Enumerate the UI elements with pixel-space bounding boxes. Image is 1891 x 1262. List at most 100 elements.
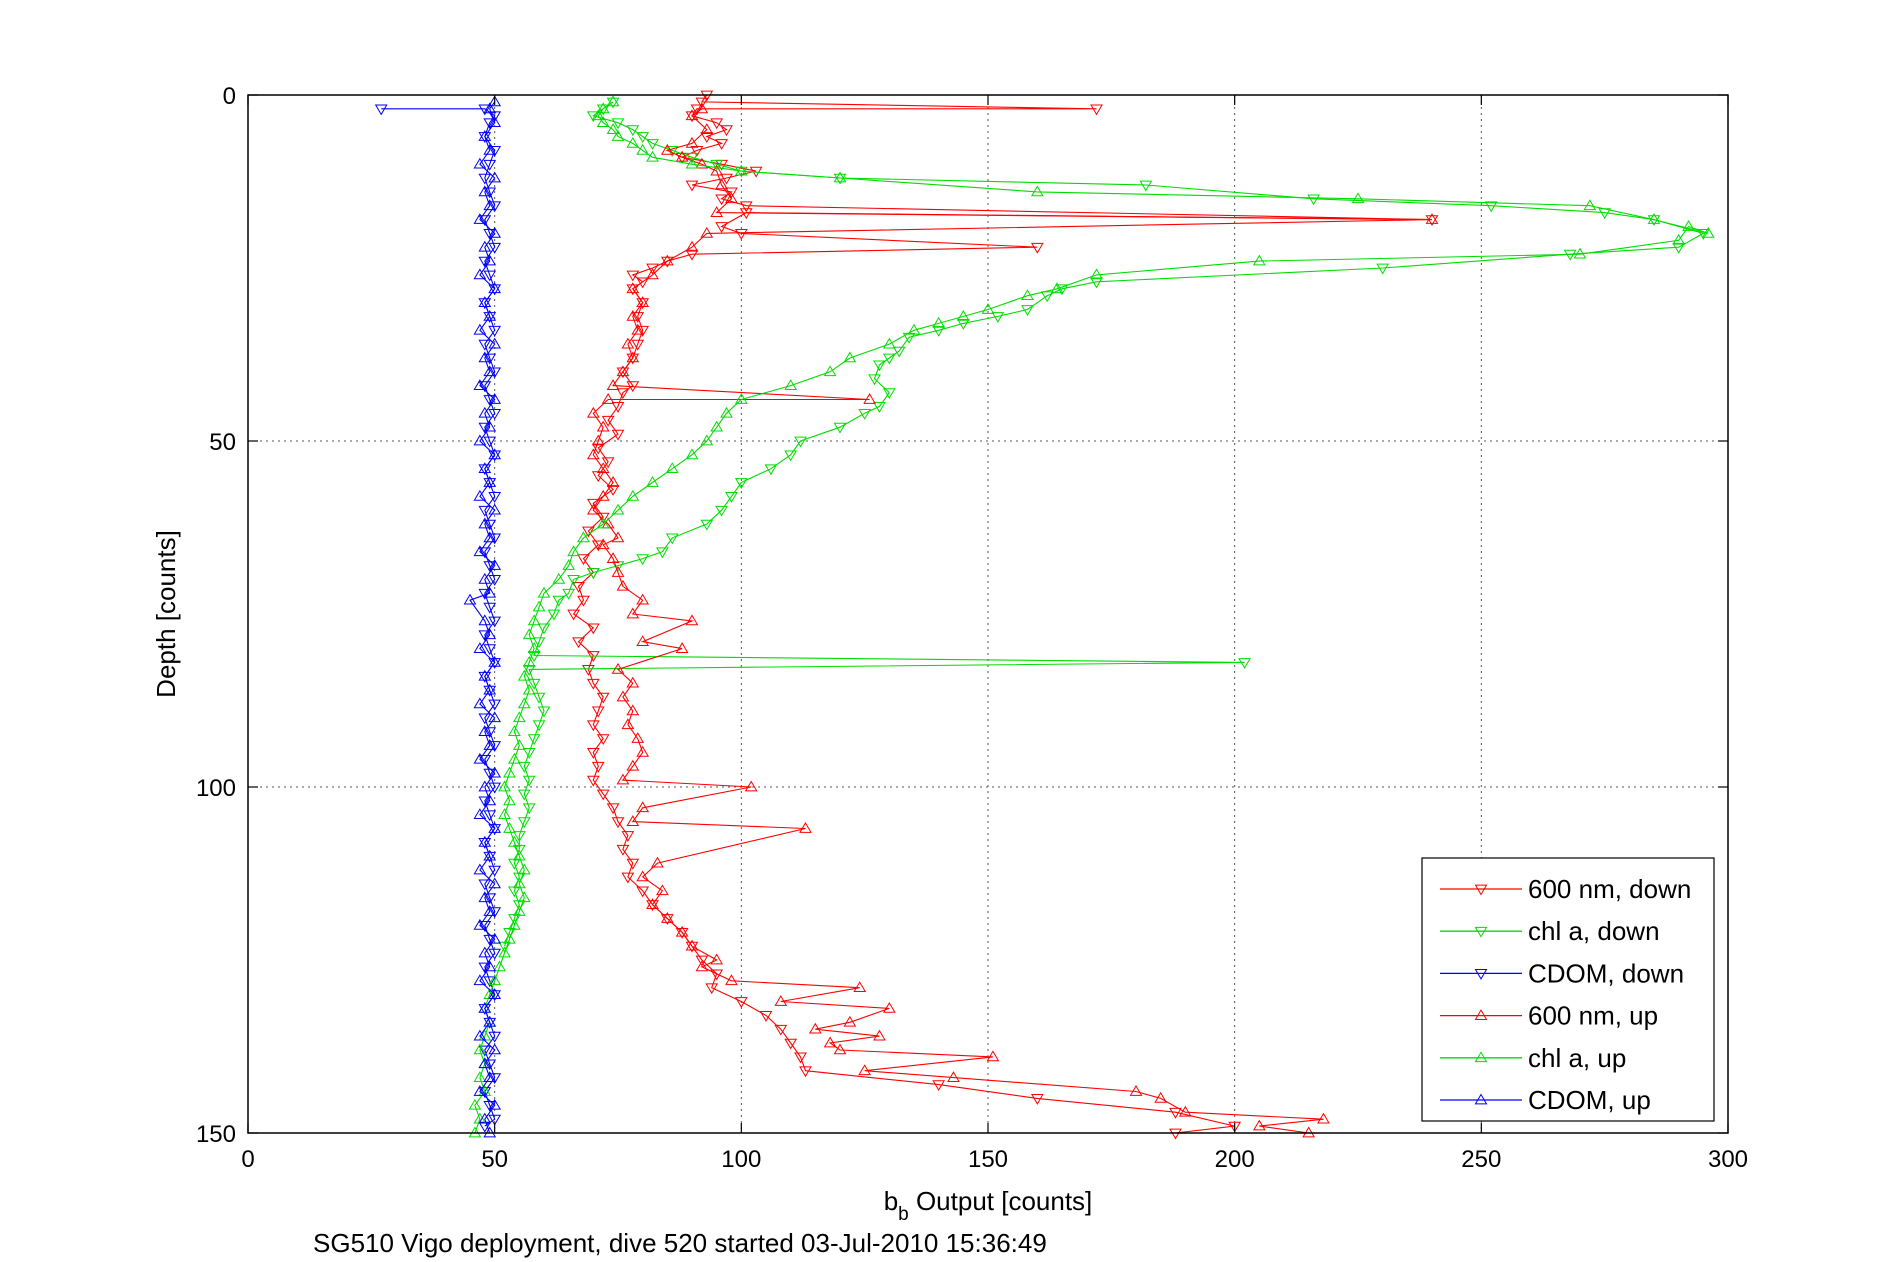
data-point (532, 637, 546, 649)
data-point (1169, 1107, 1182, 1119)
data-point (488, 824, 502, 836)
data-point (636, 745, 650, 757)
data-point (468, 1098, 482, 1110)
data-point (685, 157, 699, 169)
data-point (478, 1001, 492, 1013)
data-point (1682, 219, 1695, 231)
data-point (488, 450, 502, 462)
data-point (932, 1080, 946, 1092)
data-point (626, 759, 640, 771)
data-point (478, 713, 492, 725)
data-point (488, 146, 502, 157)
data-point (833, 422, 847, 434)
data-point (626, 607, 640, 619)
data-point (1583, 199, 1597, 211)
data-point (473, 642, 487, 653)
data-point (626, 309, 640, 321)
y-tick-label: 0 (223, 83, 236, 110)
data-point (616, 367, 630, 379)
data-point (483, 270, 497, 282)
legend: 600 nm, down chl a, down CDOM, down 600 nm,… (1421, 857, 1715, 1122)
data-point (488, 865, 502, 877)
data-point (636, 296, 650, 307)
data-point (596, 517, 610, 529)
data-point (715, 139, 728, 150)
data-point (478, 104, 492, 116)
data-point (527, 614, 541, 626)
data-point (956, 309, 970, 321)
data-point (646, 900, 659, 912)
data-point (483, 312, 497, 323)
data-point (1050, 282, 1064, 294)
data-point (774, 1024, 788, 1036)
data-point (508, 835, 521, 847)
data-point (483, 602, 497, 614)
data-point (488, 1031, 502, 1043)
data-point (483, 1100, 497, 1112)
data-point (1484, 201, 1498, 213)
data-point (1302, 1126, 1316, 1138)
data-point (488, 116, 502, 128)
data-point (552, 572, 566, 584)
data-point (562, 559, 576, 570)
data-point (636, 554, 650, 566)
data-point (512, 877, 526, 889)
series-1 (498, 97, 1710, 953)
data-point (483, 187, 497, 199)
x-tick-label: 150 (968, 1146, 1008, 1173)
data-point (873, 360, 886, 372)
data-point (498, 780, 511, 792)
data-point (1090, 268, 1103, 280)
data-point (478, 796, 492, 808)
data-point (498, 808, 511, 820)
data-point (626, 815, 640, 826)
data-point (823, 365, 837, 377)
data-point (488, 408, 502, 420)
x-axis-label-rest: Output [counts] (909, 1186, 1093, 1216)
data-point (577, 595, 590, 607)
series-line (503, 101, 1705, 947)
legend-label: chl a, down (1528, 916, 1660, 946)
data-point (1252, 1119, 1266, 1131)
data-point (473, 379, 487, 390)
data-point (660, 911, 674, 923)
data-point (483, 849, 497, 861)
data-point (483, 561, 497, 573)
data-point (488, 822, 502, 833)
data-point (483, 1059, 497, 1071)
data-point (498, 946, 511, 958)
data-point (478, 130, 492, 141)
data-point (473, 808, 487, 820)
data-point (488, 171, 502, 183)
data-point (606, 95, 620, 107)
x-axis-label-subscript: b (898, 1204, 909, 1225)
data-point (517, 817, 531, 829)
data-point (833, 1043, 847, 1055)
data-point (774, 995, 788, 1006)
data-point (562, 588, 576, 600)
data-point (710, 953, 724, 965)
data-point (488, 575, 502, 586)
data-point (734, 229, 748, 240)
data-point (626, 284, 640, 296)
data-point (577, 531, 590, 543)
data-point (483, 738, 497, 750)
data-point (478, 1087, 492, 1098)
data-point (488, 226, 502, 238)
data-point (616, 365, 630, 377)
data-point (700, 90, 714, 102)
data-point (488, 282, 502, 294)
data-point (478, 1045, 492, 1057)
data-point (675, 925, 689, 937)
data-point (725, 974, 738, 986)
data-point (660, 143, 674, 155)
data-point (488, 988, 502, 999)
data-point (473, 1084, 487, 1096)
data-point (744, 780, 758, 792)
data-point (636, 325, 650, 337)
data-point (572, 581, 585, 593)
data-point (596, 538, 610, 550)
data-point (710, 159, 724, 171)
data-point (508, 725, 521, 736)
data-point (517, 669, 531, 681)
